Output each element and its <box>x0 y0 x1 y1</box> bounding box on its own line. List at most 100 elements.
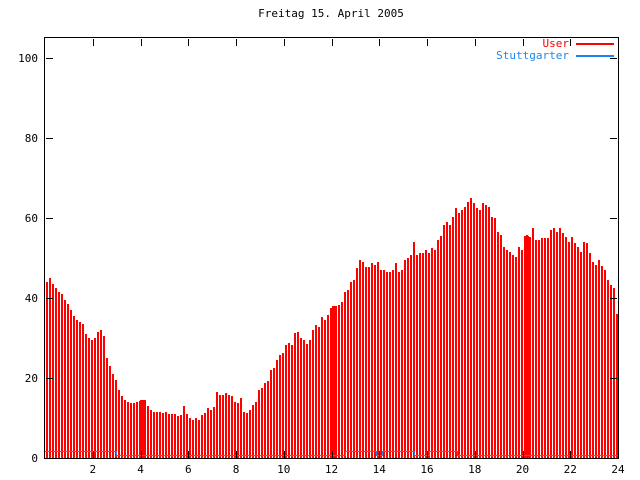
impulse-bar <box>242 411 245 458</box>
stuttgarter-step-connector <box>375 451 377 456</box>
stuttgarter-step-connector <box>413 451 415 456</box>
impulse-bar <box>57 292 60 458</box>
impulse-bar <box>568 241 571 458</box>
impulse-bar <box>425 250 428 458</box>
impulse-bar <box>323 320 326 458</box>
impulse-bar <box>302 339 305 458</box>
impulse-bar <box>254 401 257 458</box>
impulse-bar <box>529 236 532 458</box>
impulse-dense-band <box>331 306 337 458</box>
stuttgarter-step-segment <box>344 451 376 452</box>
impulse-bar <box>192 420 195 458</box>
x-tick-label: 16 <box>420 463 434 476</box>
impulse-bar <box>445 221 448 458</box>
y-tick-label: 100 <box>18 52 38 65</box>
impulse-bar <box>75 320 78 458</box>
chart-title: Freitag 15. April 2005 <box>258 7 404 20</box>
impulse-bar <box>422 253 425 458</box>
impulse-bar <box>386 271 389 458</box>
impulse-bar <box>613 288 616 458</box>
impulse-bar <box>514 256 517 458</box>
impulse-bar <box>189 418 192 458</box>
impulse-bar <box>69 310 72 458</box>
impulse-bar <box>213 406 216 458</box>
impulse-bar <box>144 400 147 458</box>
legend-line-sample-stuttgarter <box>576 54 614 57</box>
x-tick <box>236 451 237 458</box>
y-tick-right <box>610 58 617 59</box>
y-tick-right <box>610 138 617 139</box>
y-tick-label: 0 <box>31 452 38 465</box>
impulse-bar <box>535 240 538 458</box>
x-tick-top <box>140 39 142 46</box>
impulse-bar <box>517 246 520 458</box>
x-tick-top <box>522 39 524 46</box>
y-tick-label: 20 <box>24 372 38 385</box>
impulse-bar <box>225 393 228 458</box>
impulse-bar <box>138 400 141 458</box>
impulse-bar <box>401 270 404 458</box>
impulse-bar <box>484 204 487 458</box>
impulse-bar <box>275 359 278 458</box>
impulse-bar <box>248 410 251 458</box>
impulse-bar <box>404 260 407 458</box>
impulse-bar <box>416 254 419 458</box>
x-tick <box>427 451 428 458</box>
x-tick-label: 6 <box>184 463 192 476</box>
impulse-bar <box>132 402 135 458</box>
x-tick-top <box>570 39 572 46</box>
x-tick-top <box>474 39 476 46</box>
impulse-bar <box>598 260 601 458</box>
impulse-bar <box>165 412 168 458</box>
x-tick-label: 10 <box>277 463 291 476</box>
impulse-bar <box>448 224 451 458</box>
impulse-bar <box>586 243 589 458</box>
impulse-bar <box>538 240 541 458</box>
impulse-bar <box>580 251 583 458</box>
legend-label-user: User <box>542 37 570 50</box>
impulse-bar <box>183 406 186 458</box>
x-tick <box>522 451 524 458</box>
impulse-bar <box>466 201 469 458</box>
impulse-bar <box>111 374 114 458</box>
impulse-bar <box>589 253 592 458</box>
impulse-bar <box>296 331 299 458</box>
impulse-bar <box>257 390 260 458</box>
x-tick-top <box>331 39 333 46</box>
impulse-bar <box>123 400 126 458</box>
impulse-bar <box>234 401 237 458</box>
x-tick-top <box>379 39 381 46</box>
impulse-bar <box>505 250 508 458</box>
impulse-bar <box>66 304 69 458</box>
impulse-bar <box>577 246 580 458</box>
x-tick <box>618 451 619 458</box>
impulse-dense-band <box>140 400 145 458</box>
impulse-bar <box>117 390 120 458</box>
impulse-bar <box>171 414 174 458</box>
x-tick-label: 2 <box>89 463 97 476</box>
impulse-bar <box>51 284 54 458</box>
impulse-bar <box>87 338 90 458</box>
impulse-bar <box>46 282 48 458</box>
impulse-bar <box>317 326 320 458</box>
impulse-bar <box>90 340 93 458</box>
impulse-bar <box>460 210 463 458</box>
y-tick-right <box>610 298 617 299</box>
stuttgarter-step-connector <box>344 451 346 456</box>
legend: User Stuttgarter <box>496 38 614 62</box>
x-tick-top <box>92 39 94 46</box>
impulse-bar <box>219 394 222 458</box>
impulse-bar <box>48 278 51 458</box>
impulse-bar <box>72 316 75 458</box>
impulse-bar <box>502 246 505 458</box>
x-tick <box>188 451 190 458</box>
y-tick-label: 60 <box>24 212 38 225</box>
impulse-bar <box>592 261 595 458</box>
y-tick-right <box>610 458 617 459</box>
y-tick <box>46 458 53 459</box>
impulse-bar <box>395 263 398 458</box>
stuttgarter-step-connector <box>429 451 431 456</box>
impulse-bar <box>102 336 105 458</box>
impulse-bar <box>287 343 290 458</box>
